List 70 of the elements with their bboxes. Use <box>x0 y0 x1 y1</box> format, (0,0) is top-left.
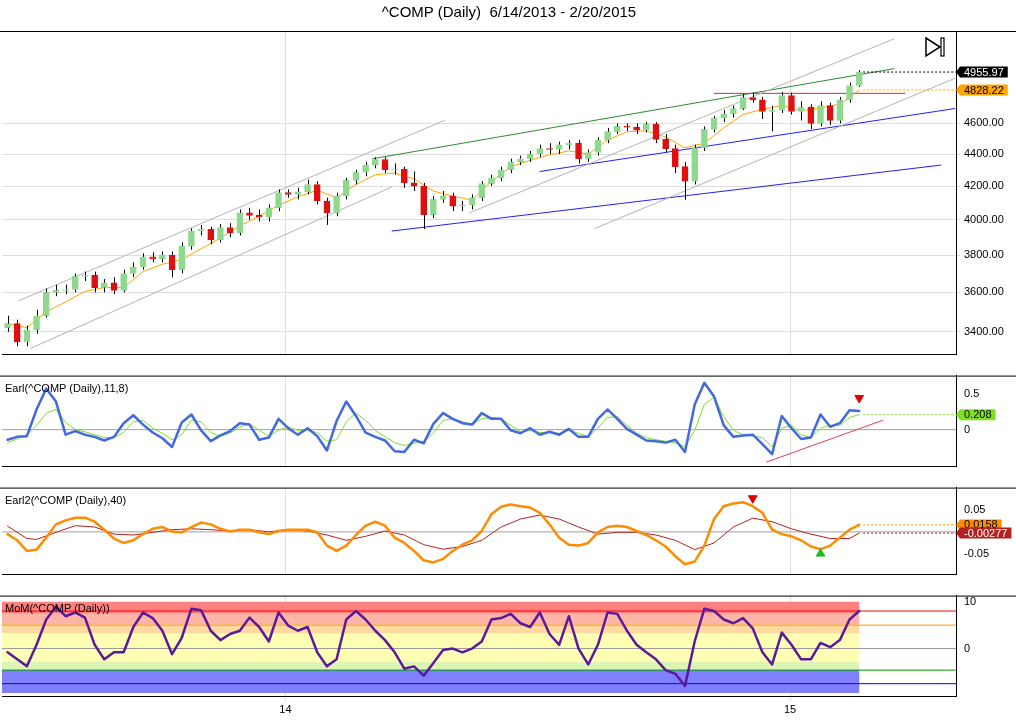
x-tick-label: 14 <box>279 703 292 716</box>
candlestick <box>13 319 21 347</box>
candlestick <box>749 92 757 104</box>
candlestick <box>371 156 379 169</box>
candlestick <box>33 309 40 335</box>
candlestick <box>159 250 166 263</box>
candlestick <box>778 91 786 114</box>
candlestick <box>478 180 486 202</box>
candlestick <box>623 122 631 132</box>
y-tick-label: 0.5 <box>964 386 980 399</box>
candlestick <box>52 284 60 297</box>
chart-title: ^COMP (Daily) 6/14/2013 - 2/20/2015 <box>381 3 637 21</box>
candlestick <box>178 242 186 274</box>
candlestick <box>275 188 282 212</box>
candlestick <box>768 105 776 132</box>
candlestick <box>81 271 89 282</box>
y-tick-label: 4600.00 <box>964 116 1004 129</box>
y-tick-label: 0 <box>964 422 971 435</box>
candlestick <box>701 125 708 152</box>
candlestick <box>817 100 824 127</box>
text: Earl2(^COMP (Daily),40) <box>5 494 127 507</box>
candlestick <box>575 139 582 164</box>
annotation: 4828.22 <box>964 83 1004 96</box>
candlestick <box>613 122 621 135</box>
candlestick <box>846 82 853 104</box>
candlestick <box>284 188 292 199</box>
candlestick <box>681 161 689 201</box>
y-tick-label: 4000.00 <box>964 212 1004 225</box>
candlestick <box>352 169 360 185</box>
candlestick <box>826 102 834 126</box>
candlestick <box>149 251 157 263</box>
candlestick <box>391 163 398 176</box>
text: MoM(^COMP (Daily)) <box>5 602 110 615</box>
x-tick-label: 15 <box>783 703 797 716</box>
y-tick-label: 3600.00 <box>964 285 1004 298</box>
y-tick-label: 3400.00 <box>964 324 1004 337</box>
candlestick <box>130 261 137 278</box>
candlestick <box>236 208 244 236</box>
candlestick <box>401 166 408 189</box>
candlestick <box>468 193 476 210</box>
y-tick-label: 10 <box>964 594 977 607</box>
candlestick <box>604 127 611 144</box>
candlestick <box>584 148 592 163</box>
y-tick-label: 4200.00 <box>964 179 1004 192</box>
candlestick <box>255 208 263 222</box>
candlestick <box>449 192 457 212</box>
candlestick <box>507 158 515 174</box>
y-tick-label: -0.05 <box>964 547 990 560</box>
candlestick <box>759 96 766 120</box>
candlestick <box>555 141 563 155</box>
candlestick <box>691 144 699 185</box>
candlestick <box>633 122 640 135</box>
candlestick <box>217 223 224 243</box>
candlestick <box>517 155 524 166</box>
y-tick-label: 4400.00 <box>964 147 1004 160</box>
y-tick-label: 0 <box>964 641 971 654</box>
text: Earl(^COMP (Daily),11,8) <box>5 382 129 395</box>
annotation: 4955.97 <box>964 65 1004 78</box>
candlestick <box>4 315 11 333</box>
candlestick <box>71 272 79 293</box>
candlestick <box>188 227 195 251</box>
candlestick <box>672 144 679 174</box>
y-tick-label: 3800.00 <box>964 248 1004 261</box>
candlestick <box>720 109 728 123</box>
candlestick <box>362 161 369 177</box>
annotation: 0.208 <box>964 408 992 421</box>
candlestick <box>420 182 428 230</box>
candlestick <box>807 103 815 130</box>
y-tick-label: 0.05 <box>964 502 986 515</box>
candlestick <box>459 200 466 212</box>
